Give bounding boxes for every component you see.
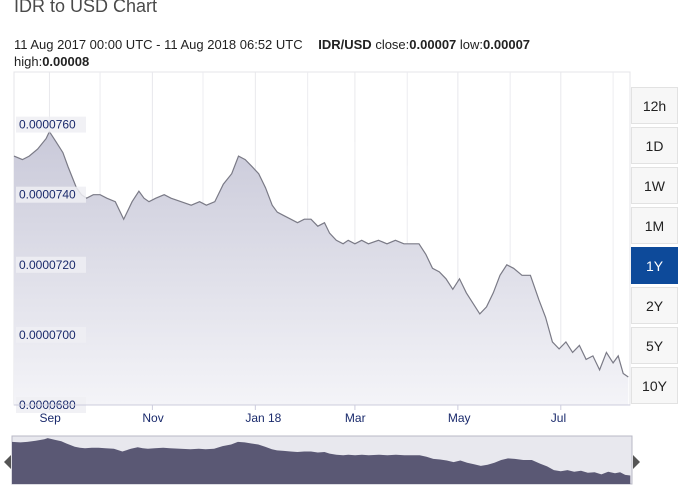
navigator-right-handle-icon[interactable] <box>633 455 640 469</box>
x-tick-label: Jul <box>551 411 566 425</box>
close-label: close: <box>375 37 410 52</box>
x-tick-label: Jan 18 <box>245 411 281 425</box>
low-label: low: <box>459 37 484 52</box>
navigator-series <box>12 438 631 484</box>
x-tick-label: Mar <box>345 411 366 425</box>
x-tick-label: May <box>448 411 471 425</box>
y-tick-bg <box>16 326 86 343</box>
range-button-1y[interactable]: 1Y <box>631 247 678 284</box>
navigator-left-handle-icon[interactable] <box>4 455 11 469</box>
rate-line[interactable] <box>13 130 629 378</box>
chart-title: IDR to USD Chart <box>14 0 158 16</box>
x-tick-label: Sep <box>39 411 61 425</box>
y-tick-label: 0.0000720 <box>19 258 76 272</box>
y-tick-label: 0.0000740 <box>19 188 76 202</box>
range-navigator[interactable] <box>4 435 640 485</box>
range-button-2y[interactable]: 2Y <box>631 287 678 324</box>
y-tick-bg <box>16 116 86 133</box>
chart-summary: 11 Aug 2017 00:00 UTC - 11 Aug 2018 06:5… <box>14 36 674 70</box>
range-button-5y[interactable]: 5Y <box>631 327 678 364</box>
date-range: 11 Aug 2017 00:00 UTC - 11 Aug 2018 06:5… <box>14 37 303 52</box>
currency-pair: IDR/USD <box>318 37 372 52</box>
range-button-10y[interactable]: 10Y <box>631 367 678 404</box>
y-tick-label: 0.0000760 <box>19 118 76 132</box>
range-button-1m[interactable]: 1M <box>631 207 678 244</box>
rate-area <box>14 131 629 405</box>
y-tick-label: 0.0000700 <box>19 328 76 342</box>
range-button-1d[interactable]: 1D <box>631 127 678 164</box>
low-value: 0.00007 <box>483 37 531 52</box>
y-tick-bg <box>16 186 86 203</box>
y-tick-bg <box>16 256 86 273</box>
close-value: 0.00007 <box>409 37 457 52</box>
high-value: 0.00008 <box>42 54 90 69</box>
high-label: high: <box>14 54 43 69</box>
range-button-12h[interactable]: 12h <box>631 87 678 124</box>
range-button-1w[interactable]: 1W <box>631 167 678 204</box>
x-tick-label: Nov <box>142 411 163 425</box>
